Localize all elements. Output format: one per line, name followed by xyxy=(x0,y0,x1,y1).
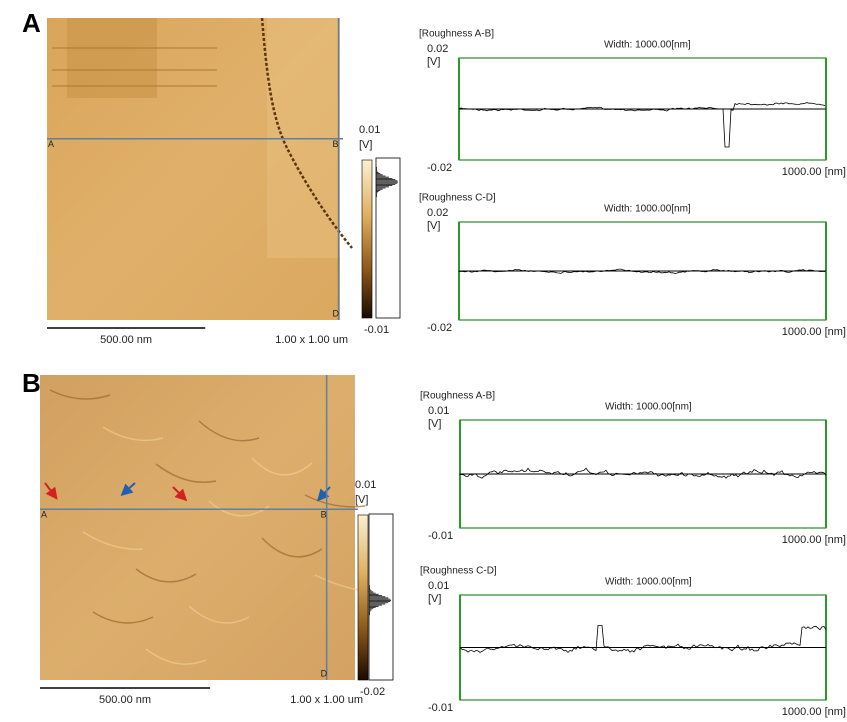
terrace xyxy=(92,611,154,624)
profile-ymax: 0.01 xyxy=(428,580,449,592)
colorbar-max: 0.01 xyxy=(359,124,380,136)
profile-xend: 1000.00 [nm] xyxy=(782,534,846,546)
profile-unit: [V] xyxy=(427,56,440,68)
terrace xyxy=(304,494,366,508)
histogram xyxy=(369,585,391,616)
marker-d: D xyxy=(321,668,328,678)
profile-ymax: 0.02 xyxy=(427,207,448,219)
profile-trace xyxy=(458,268,826,275)
profile-unit: [V] xyxy=(427,220,440,232)
profile-title: [Roughness C-D] xyxy=(420,566,497,577)
profile-unit: [V] xyxy=(428,593,441,605)
marker-a: A xyxy=(48,139,54,149)
afm-image xyxy=(40,375,355,680)
profile-xend: 1000.00 [nm] xyxy=(782,166,846,178)
profile-width: Width: 1000.00[nm] xyxy=(604,204,691,215)
terrace xyxy=(135,568,197,583)
crack xyxy=(260,17,353,249)
panel-label: A xyxy=(22,8,41,38)
colorbar-unit: [V] xyxy=(359,139,372,151)
profile-width: Width: 1000.00[nm] xyxy=(604,40,691,51)
profile-ymax: 0.02 xyxy=(427,43,448,55)
profile-trace xyxy=(459,625,827,653)
profile-title: [Roughness A-B] xyxy=(419,29,494,40)
panel-label: B xyxy=(22,368,41,398)
profile-trace xyxy=(459,467,827,479)
colorbar-min: -0.01 xyxy=(364,324,389,336)
arrow-blue xyxy=(316,486,331,502)
colorbar-unit: [V] xyxy=(355,494,368,506)
marker-b: B xyxy=(321,510,327,520)
image-size: 1.00 x 1.00 um xyxy=(290,694,363,706)
profile-ymin: -0.02 xyxy=(427,322,452,334)
profile-xend: 1000.00 [nm] xyxy=(782,706,846,718)
scale-bar-label: 500.00 nm xyxy=(100,334,152,346)
terrace xyxy=(188,605,250,624)
profile-trace xyxy=(458,102,826,148)
profile-title: [Roughness A-B] xyxy=(420,391,495,402)
arrow-blue xyxy=(120,482,136,497)
terrace xyxy=(261,537,323,558)
profile-width: Width: 1000.00[nm] xyxy=(605,402,692,413)
profile-ymax: 0.01 xyxy=(428,405,449,417)
profile-xend: 1000.00 [nm] xyxy=(782,326,846,338)
terrace xyxy=(49,389,111,400)
image-size: 1.00 x 1.00 um xyxy=(275,334,348,346)
light-region xyxy=(267,18,340,258)
profile-title: [Roughness C-D] xyxy=(419,193,496,204)
dark-region xyxy=(67,18,157,98)
marker-b: B xyxy=(333,139,339,149)
arrow-red xyxy=(172,486,188,502)
terrace xyxy=(251,457,313,476)
histogram xyxy=(376,167,398,197)
profile-ymin: -0.01 xyxy=(428,702,453,714)
profile-ymin: -0.02 xyxy=(427,162,452,174)
colorbar xyxy=(357,514,369,681)
terrace xyxy=(198,420,260,442)
profile-width: Width: 1000.00[nm] xyxy=(605,577,692,588)
terrace xyxy=(82,531,144,550)
marker-d: D xyxy=(333,308,340,318)
terrace xyxy=(102,426,164,442)
marker-a: A xyxy=(41,510,47,520)
profile-ymin: -0.01 xyxy=(428,530,453,542)
terrace xyxy=(155,463,217,483)
arrow-red xyxy=(44,482,58,500)
colorbar-max: 0.01 xyxy=(355,479,376,491)
colorbar-min: -0.02 xyxy=(360,686,385,698)
colorbar xyxy=(361,159,373,319)
terrace xyxy=(145,648,207,665)
profile-unit: [V] xyxy=(428,418,441,430)
scale-bar-label: 500.00 nm xyxy=(99,694,151,706)
